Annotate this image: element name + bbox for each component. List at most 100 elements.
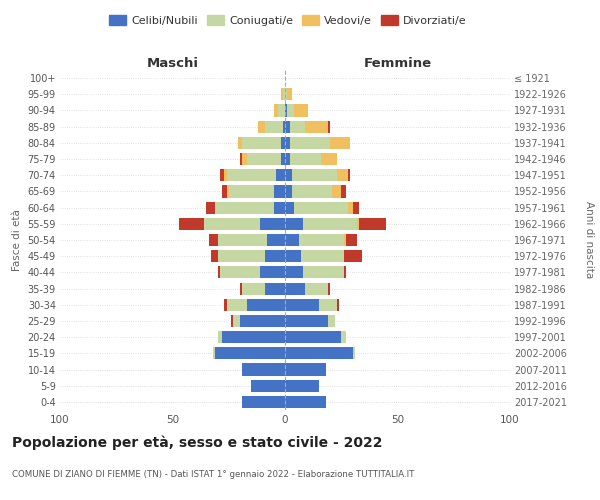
Bar	[301, 250, 343, 262]
Bar	[285, 266, 303, 278]
Bar	[283, 88, 285, 101]
Text: Popolazione per età, sesso e stato civile - 2022: Popolazione per età, sesso e stato civil…	[12, 435, 383, 450]
Bar	[278, 104, 285, 117]
Bar	[222, 186, 227, 198]
Bar	[267, 234, 285, 246]
Bar	[348, 202, 353, 213]
Bar	[305, 120, 328, 132]
Bar	[287, 104, 294, 117]
Bar	[332, 186, 341, 198]
Bar	[359, 218, 386, 230]
Bar	[209, 234, 218, 246]
Bar	[285, 331, 341, 343]
Bar	[240, 282, 242, 294]
Bar	[281, 153, 285, 165]
Bar	[258, 120, 265, 132]
Bar	[283, 120, 285, 132]
Bar	[305, 282, 328, 294]
Bar	[303, 218, 357, 230]
Bar	[211, 250, 218, 262]
Bar	[218, 266, 220, 278]
Bar	[285, 202, 294, 213]
Bar	[319, 298, 337, 311]
Bar	[281, 88, 283, 101]
Bar	[265, 282, 285, 294]
Bar	[285, 250, 301, 262]
Bar	[328, 282, 330, 294]
Text: COMUNE DI ZIANO DI FIEMME (TN) - Dati ISTAT 1° gennaio 2022 - Elaborazione TUTTI: COMUNE DI ZIANO DI FIEMME (TN) - Dati IS…	[12, 470, 415, 479]
Bar	[343, 250, 361, 262]
Bar	[294, 104, 308, 117]
Bar	[285, 104, 287, 117]
Bar	[222, 331, 285, 343]
Bar	[285, 234, 299, 246]
Bar	[341, 186, 346, 198]
Bar	[287, 88, 292, 101]
Bar	[285, 396, 325, 408]
Bar	[224, 298, 227, 311]
Bar	[240, 315, 285, 327]
Bar	[290, 153, 321, 165]
Bar	[179, 218, 204, 230]
Bar	[353, 348, 355, 360]
Bar	[265, 250, 285, 262]
Bar	[303, 266, 343, 278]
Bar	[265, 120, 283, 132]
Bar	[321, 153, 337, 165]
Bar	[218, 331, 222, 343]
Bar	[285, 380, 319, 392]
Bar	[218, 250, 265, 262]
Bar	[227, 186, 229, 198]
Bar	[247, 298, 285, 311]
Bar	[285, 282, 305, 294]
Bar	[285, 315, 328, 327]
Bar	[285, 153, 290, 165]
Bar	[274, 104, 278, 117]
Bar	[299, 234, 343, 246]
Text: Femmine: Femmine	[364, 57, 431, 70]
Bar	[229, 186, 274, 198]
Bar	[260, 218, 285, 230]
Bar	[231, 315, 233, 327]
Bar	[357, 218, 359, 230]
Bar	[238, 137, 242, 149]
Bar	[330, 137, 350, 149]
Bar	[285, 169, 292, 181]
Bar	[227, 169, 276, 181]
Bar	[337, 298, 339, 311]
Bar	[292, 169, 337, 181]
Legend: Celibi/Nubili, Coniugati/e, Vedovi/e, Divorziati/e: Celibi/Nubili, Coniugati/e, Vedovi/e, Di…	[105, 10, 471, 30]
Y-axis label: Fasce di età: Fasce di età	[12, 209, 22, 271]
Bar	[242, 137, 281, 149]
Bar	[274, 186, 285, 198]
Bar	[276, 169, 285, 181]
Bar	[281, 137, 285, 149]
Bar	[353, 202, 359, 213]
Bar	[343, 234, 346, 246]
Bar	[218, 234, 267, 246]
Bar	[343, 266, 346, 278]
Bar	[260, 266, 285, 278]
Bar	[328, 120, 330, 132]
Bar	[247, 153, 281, 165]
Bar	[292, 186, 332, 198]
Bar	[346, 234, 357, 246]
Bar	[242, 282, 265, 294]
Bar	[285, 137, 290, 149]
Bar	[242, 396, 285, 408]
Bar	[285, 348, 353, 360]
Bar	[220, 266, 260, 278]
Bar	[285, 218, 303, 230]
Bar	[206, 202, 215, 213]
Bar	[348, 169, 350, 181]
Bar	[285, 364, 325, 376]
Bar	[227, 298, 247, 311]
Bar	[341, 331, 346, 343]
Text: Maschi: Maschi	[146, 57, 199, 70]
Bar	[285, 186, 292, 198]
Bar	[290, 137, 330, 149]
Bar	[285, 298, 319, 311]
Bar	[294, 202, 348, 213]
Bar	[328, 315, 335, 327]
Bar	[240, 153, 242, 165]
